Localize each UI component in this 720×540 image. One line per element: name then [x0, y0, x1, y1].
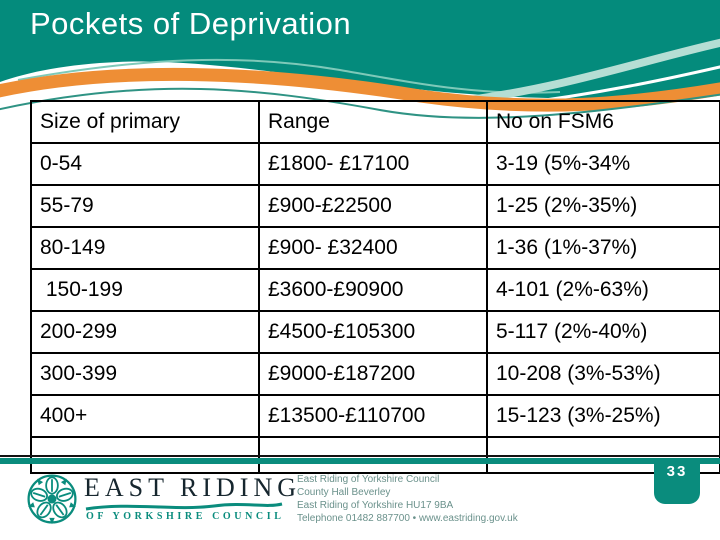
table-cell: 80-149	[30, 226, 260, 270]
column-header-range: Range	[258, 100, 488, 144]
logo-wave-underline	[85, 502, 283, 511]
table-cell: 0-54	[30, 142, 260, 186]
table-cell: 200-299	[30, 310, 260, 354]
table-row: 55-79 £900-£22500 1-25 (2%-35%)	[30, 184, 720, 228]
table-row: 150-199 £3600-£90900 4-101 (2%-63%)	[30, 268, 720, 312]
logo-name-text: EAST RIDING	[84, 473, 302, 502]
table-header: Size of primary Range No on FSM6	[30, 100, 720, 144]
table-cell: 150-199	[30, 268, 260, 312]
table-row: 80-149 £900- £32400 1-36 (1%-37%)	[30, 226, 720, 270]
table-cell: 3-19 (5%-34%	[486, 142, 720, 186]
table-cell: 400+	[30, 394, 260, 438]
column-header-fsm6: No on FSM6	[486, 100, 720, 144]
table-cell: 15-123 (3%-25%)	[486, 394, 720, 438]
table-row: 400+ £13500-£110700 15-123 (3%-25%)	[30, 394, 720, 438]
table-cell: 1-36 (1%-37%)	[486, 226, 720, 270]
table-row: 300-399 £9000-£187200 10-208 (3%-53%)	[30, 352, 720, 396]
table-body: 0-54 £1800- £17100 3-19 (5%-34% 55-79 £900-£…	[30, 142, 720, 474]
table-cell: £9000-£187200	[258, 352, 488, 396]
table-cell: £1800- £17100	[258, 142, 488, 186]
yorkshire-rose-icon	[27, 474, 77, 525]
footer-divider-teal-line	[0, 458, 720, 464]
table-cell: 10-208 (3%-53%)	[486, 352, 720, 396]
table-cell: £13500-£110700	[258, 394, 488, 438]
table-cell: £3600-£90900	[258, 268, 488, 312]
table-row: 0-54 £1800- £17100 3-19 (5%-34%	[30, 142, 720, 186]
column-header-size: Size of primary	[30, 100, 260, 144]
table-cell: £4500-£105300	[258, 310, 488, 354]
address-line: Telephone 01482 887700 • www.eastriding.…	[297, 513, 518, 524]
table-row: 200-299 £4500-£105300 5-117 (2%-40%)	[30, 310, 720, 354]
address-line: County Hall Beverley	[297, 487, 391, 498]
logo-sub-text: OF YORKSHIRE COUNCIL	[86, 511, 285, 522]
pale-mint-band	[469, 38, 720, 104]
table-cell: 1-25 (2%-35%)	[486, 184, 720, 228]
page-title: Pockets of Deprivation	[30, 6, 352, 41]
table-header-row: Size of primary Range No on FSM6	[30, 100, 720, 144]
table-cell: 4-101 (2%-63%)	[486, 268, 720, 312]
table-cell: 5-117 (2%-40%)	[486, 310, 720, 354]
table-cell: £900- £32400	[258, 226, 488, 270]
footer-divider-dark-line	[0, 455, 720, 457]
table-cell: £900-£22500	[258, 184, 488, 228]
table-cell: 300-399	[30, 352, 260, 396]
table-cell: 55-79	[30, 184, 260, 228]
address-line: East Riding of Yorkshire HU17 9BA	[297, 500, 454, 511]
footer-address-block: East Riding of Yorkshire Council County …	[297, 473, 518, 525]
teal-band-shape	[0, 0, 720, 99]
page-number-tab: 33	[654, 458, 700, 504]
deprivation-table: Size of primary Range No on FSM6 0-54 £18…	[30, 100, 720, 474]
mint-thin-curve	[17, 58, 561, 94]
address-line: East Riding of Yorkshire Council	[297, 474, 440, 485]
